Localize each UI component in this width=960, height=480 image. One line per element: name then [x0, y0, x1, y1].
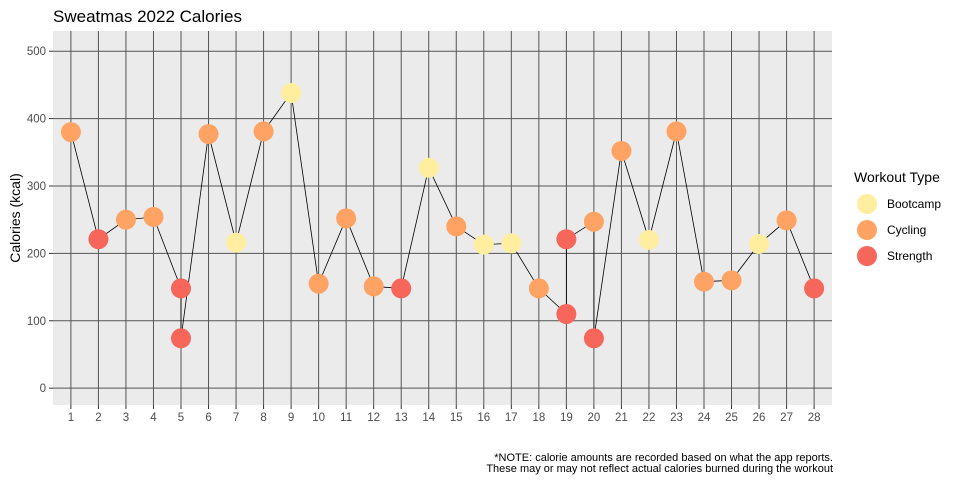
data-point-cycling: [721, 270, 742, 291]
x-tick-label: 17: [505, 412, 518, 424]
y-tick-label: 200: [27, 248, 46, 260]
legend-swatch-strength: [857, 246, 877, 266]
data-point-cycling: [583, 211, 604, 232]
grid-lines: [53, 31, 832, 405]
x-tick-label: 7: [233, 412, 239, 424]
y-tick-label: 100: [27, 316, 46, 328]
y-tick-label: 300: [27, 181, 46, 193]
data-point-cycling: [60, 122, 81, 143]
x-tick-label: 27: [780, 412, 793, 424]
legend-label-strength: Strength: [887, 249, 932, 263]
data-point-bootcamp: [226, 232, 247, 253]
x-tick-label: 15: [450, 412, 463, 424]
data-point-bootcamp: [749, 233, 770, 254]
y-tick-label: 400: [27, 114, 46, 126]
data-point-bootcamp: [473, 234, 494, 255]
legend: Workout Type Bootcamp Cycling Strength: [854, 169, 941, 266]
plot-panel: [53, 31, 832, 405]
x-tick-label: 12: [367, 412, 380, 424]
data-point-cycling: [308, 273, 329, 294]
data-point-bootcamp: [638, 229, 659, 250]
legend-title: Workout Type: [854, 169, 940, 185]
data-points: [60, 82, 825, 349]
data-point-cycling: [115, 209, 136, 230]
data-point-strength: [556, 229, 577, 250]
data-point-strength: [804, 278, 825, 299]
x-tick-label: 23: [670, 412, 683, 424]
y-axis-title: Calories (kcal): [7, 173, 23, 262]
x-tick-label: 1: [68, 412, 74, 424]
x-tick-label: 26: [753, 412, 766, 424]
x-tick-label: 28: [808, 412, 821, 424]
x-tick-label: 5: [178, 412, 184, 424]
legend-label-bootcamp: Bootcamp: [887, 197, 941, 211]
x-tick-label: 6: [205, 412, 211, 424]
data-point-cycling: [336, 208, 357, 229]
data-point-bootcamp: [501, 233, 522, 254]
legend-swatch-bootcamp: [857, 194, 877, 214]
x-tick-label: 22: [643, 412, 656, 424]
data-point-cycling: [528, 278, 549, 299]
x-tick-label: 8: [260, 412, 266, 424]
data-point-cycling: [143, 206, 164, 227]
data-point-bootcamp: [418, 157, 439, 178]
y-tick-label: 0: [40, 383, 46, 395]
x-tick-label: 14: [422, 412, 435, 424]
footnote-line-1: *NOTE: calorie amounts are recorded base…: [494, 452, 833, 464]
x-tick-label: 10: [312, 412, 325, 424]
x-tick-label: 11: [340, 412, 352, 424]
data-point-cycling: [253, 121, 274, 142]
x-tick-label: 2: [95, 412, 101, 424]
data-point-cycling: [363, 276, 384, 297]
x-tick-label: 3: [123, 412, 129, 424]
data-point-bootcamp: [281, 82, 302, 103]
data-point-strength: [170, 328, 191, 349]
y-tick-label: 500: [27, 46, 46, 58]
data-point-strength: [170, 278, 191, 299]
data-point-strength: [391, 278, 412, 299]
data-point-cycling: [611, 140, 632, 161]
x-tick-label: 16: [477, 412, 490, 424]
data-point-strength: [583, 328, 604, 349]
data-point-cycling: [446, 216, 467, 237]
x-tick-label: 21: [615, 412, 628, 424]
x-tick-label: 24: [698, 412, 711, 424]
data-point-strength: [556, 304, 577, 325]
y-axis-ticks: 0 100 200 300 400 500: [27, 46, 53, 395]
legend-swatch-cycling: [857, 220, 877, 240]
x-tick-label: 19: [560, 412, 573, 424]
x-tick-label: 9: [288, 412, 294, 424]
x-tick-label: 18: [532, 412, 545, 424]
data-point-strength: [88, 229, 109, 250]
data-point-cycling: [776, 210, 797, 231]
x-tick-label: 25: [725, 412, 738, 424]
data-point-cycling: [666, 121, 687, 142]
x-tick-label: 20: [587, 412, 600, 424]
x-axis-ticks: 1 2 3 4 5 6 7 8 9 10 11 12 13 14 15 16 17 18 19 20 21 22 23 24 2…: [68, 405, 821, 424]
data-point-cycling: [694, 271, 715, 292]
data-point-cycling: [198, 124, 219, 145]
legend-label-cycling: Cycling: [887, 223, 926, 237]
footnote-line-2: These may or may not reflect actual calo…: [486, 463, 833, 475]
chart-title: Sweatmas 2022 Calories: [53, 7, 242, 26]
x-tick-label: 4: [150, 412, 157, 424]
x-tick-label: 13: [395, 412, 408, 424]
